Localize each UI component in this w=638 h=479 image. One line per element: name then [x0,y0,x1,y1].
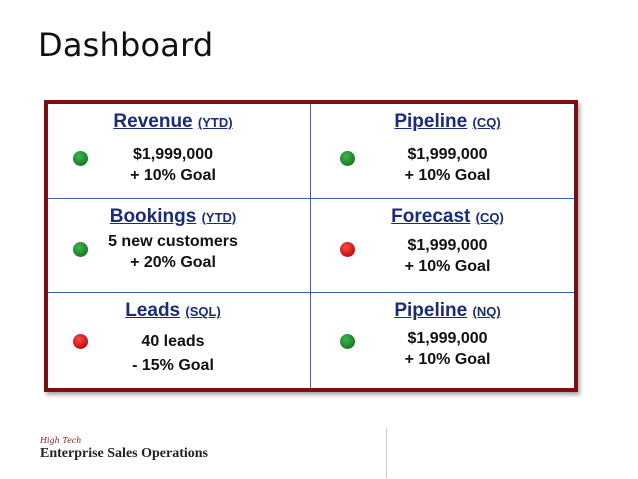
kpi-heading: Pipeline (NQ) [311,300,574,322]
kpi-heading-qualifier: (CQ) [475,209,504,225]
kpi-heading: Leads (SQL) [48,300,310,322]
kpi-goal: + 10% Goal [404,351,491,369]
kpi-value: $1,999,000 [132,146,214,163]
kpi-values: $1,999,000 + 10% Goal [48,144,310,186]
kpi-heading-label: Revenue [113,111,193,132]
kpi-cell-leads: Leads (SQL) 40 leads - 15% Goal [48,293,311,388]
kpi-values: 40 leads - 15% Goal [48,330,310,378]
kpi-heading: Pipeline (CQ) [311,111,574,133]
kpi-goal: + 10% Goal [130,167,216,184]
kpi-heading-qualifier: (NQ) [472,304,501,320]
kpi-heading-qualifier: (SQL) [185,304,221,320]
kpi-value: 5 new customers [108,232,238,250]
kpi-values: $1,999,000 + 10% Goal [311,328,574,370]
kpi-values: 5 new customers + 20% Goal [48,231,310,273]
status-dot-red [73,334,88,350]
page-title: Dashboard [38,26,214,64]
kpi-grid: Revenue (YTD) $1,999,000 + 10% Goal Pipe… [48,104,574,388]
kpi-goal: - 15% Goal [132,357,214,375]
status-dot-green [340,151,355,166]
kpi-value: $1,999,000 [407,236,488,254]
status-dot-red [340,241,355,257]
kpi-heading-label: Forecast [391,205,471,227]
kpi-value: 40 leads [141,333,205,351]
kpi-values: $1,999,000 + 10% Goal [311,235,574,277]
kpi-cell-bookings: Bookings (YTD) 5 new customers + 20% Goa… [48,198,311,294]
kpi-heading: Forecast (CQ) [311,206,574,228]
company-logo: High Tech [40,436,82,445]
kpi-board: Revenue (YTD) $1,999,000 + 10% Goal Pipe… [44,100,578,392]
kpi-cell-revenue: Revenue (YTD) $1,999,000 + 10% Goal [48,104,311,199]
kpi-goal: + 10% Goal [404,257,491,275]
kpi-cell-forecast: Forecast (CQ) $1,999,000 + 10% Goal [311,199,574,294]
kpi-heading: Revenue (YTD) [48,111,310,133]
footer-org-name: Enterprise Sales Operations [40,446,208,461]
kpi-goal: + 20% Goal [130,253,216,271]
kpi-heading-label: Pipeline [394,300,468,322]
status-dot-green [340,334,355,350]
kpi-value: $1,999,000 [407,330,488,348]
status-dot-green [73,151,88,166]
kpi-heading-label: Leads [125,300,181,322]
kpi-cell-pipeline-nq: Pipeline (NQ) $1,999,000 + 10% Goal [311,293,574,388]
kpi-heading-label: Bookings [109,205,197,227]
kpi-cell-pipeline-cq: Pipeline (CQ) $1,999,000 + 10% Goal [311,104,574,199]
kpi-heading-qualifier: (CQ) [472,115,501,130]
kpi-heading: Bookings (YTD) [48,206,310,228]
status-dot-green [73,241,88,257]
kpi-heading-label: Pipeline [394,111,468,132]
footer-divider [386,428,387,478]
kpi-values: $1,999,000 + 10% Goal [311,144,574,186]
kpi-heading-qualifier: (YTD) [197,115,233,130]
kpi-value: $1,999,000 [407,146,488,163]
kpi-heading-qualifier: (YTD) [201,209,237,225]
kpi-goal: + 10% Goal [404,167,491,184]
